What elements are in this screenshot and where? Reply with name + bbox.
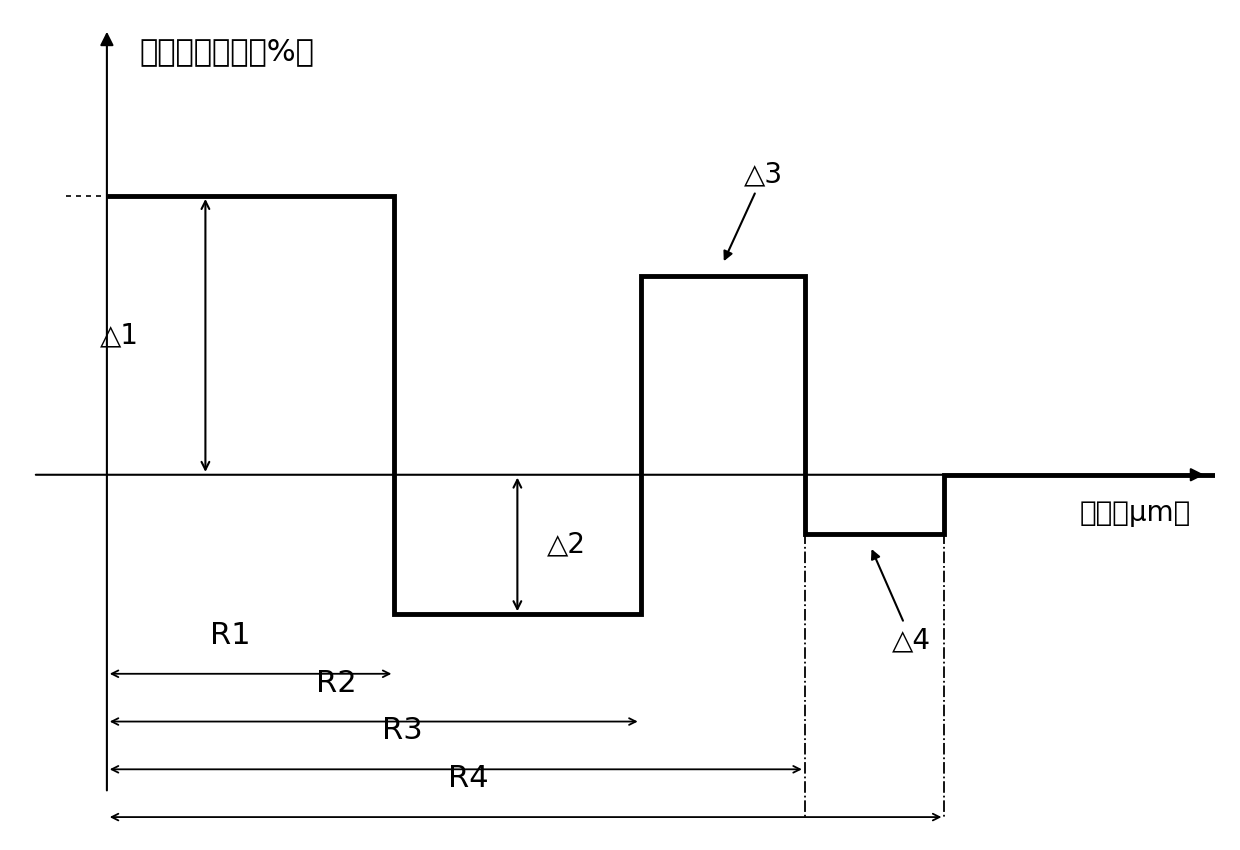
Text: 相对折射率差（%）: 相对折射率差（%） [140,37,315,66]
Text: 半径（μm）: 半径（μm） [1079,499,1190,527]
Text: R3: R3 [382,717,423,745]
Text: △3: △3 [724,160,784,259]
Text: △4: △4 [872,551,931,654]
Text: △1: △1 [99,321,139,349]
Text: R2: R2 [316,669,357,698]
Text: R4: R4 [448,764,489,793]
Text: △2: △2 [547,530,587,558]
Text: R1: R1 [210,620,250,650]
